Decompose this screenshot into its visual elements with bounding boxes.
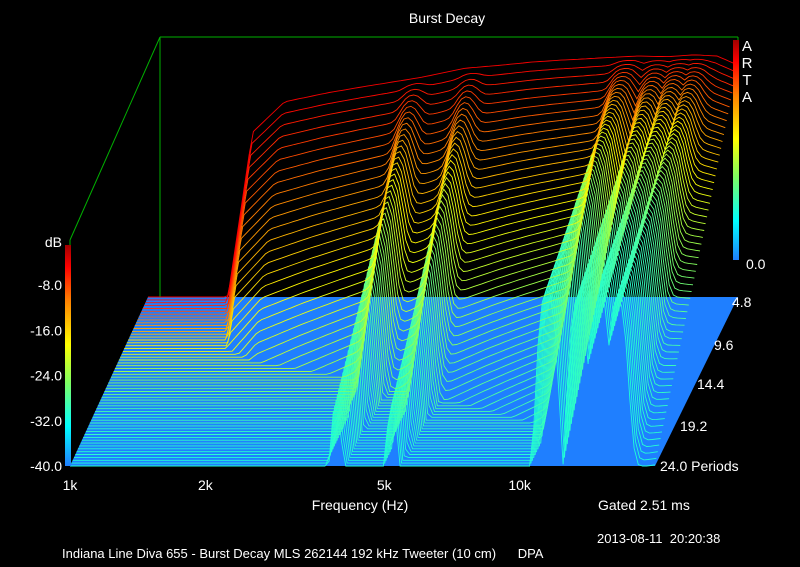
decay-slice (124, 126, 713, 350)
decay-slice (101, 193, 689, 398)
decay-slice (134, 95, 725, 327)
chart-title: Burst Decay (409, 10, 485, 26)
z-tick-label: -32.0 (30, 413, 62, 429)
x-axis-ticks: 1k 2k 5k 10k (63, 477, 532, 493)
colorbar-left (65, 245, 71, 466)
decay-slice (104, 186, 692, 392)
brand-letter: T (742, 72, 751, 89)
x-tick-label: 10k (508, 477, 532, 493)
decay-slice (87, 237, 674, 430)
decay-slice (93, 217, 681, 415)
period-tick-label: 9.6 (714, 337, 734, 353)
decay-slice (89, 229, 677, 424)
waterfall-slices (70, 54, 739, 467)
decay-slice (109, 170, 698, 381)
brand-letter: A (742, 38, 752, 55)
decay-slice (71, 284, 657, 464)
decay-slice (121, 134, 711, 355)
colorbar-right (733, 40, 739, 260)
decay-slice (80, 256, 667, 444)
brand-letter: R (742, 55, 753, 72)
brand-letter: A (742, 89, 752, 106)
decay-slice (105, 182, 694, 390)
decay-slice (112, 162, 701, 375)
decay-slice (142, 71, 733, 309)
decay-slice (97, 205, 685, 407)
decay-slice (85, 241, 672, 433)
gate-label: Gated 2.51 ms (598, 497, 690, 513)
decay-slice (75, 272, 661, 455)
decay-slice (74, 276, 660, 458)
decay-slice (103, 189, 691, 395)
footer-caption: Indiana Line Diva 655 - Burst Decay MLS … (62, 546, 544, 561)
decay-slice (108, 174, 696, 384)
z-tick-label: -8.0 (38, 277, 62, 293)
decay-slice (107, 178, 695, 387)
decay-slice (95, 213, 682, 413)
decay-slice (117, 146, 706, 364)
period-tick-label: 19.2 (680, 418, 707, 434)
decay-slice (100, 197, 688, 401)
period-tick-label: 4.8 (732, 294, 752, 310)
decay-slice (111, 166, 699, 378)
decay-slice (99, 201, 686, 404)
decay-slice (114, 154, 703, 370)
decay-slice (138, 83, 729, 318)
decay-slice (118, 142, 708, 361)
decay-slice (92, 221, 679, 418)
decay-slice (132, 102, 722, 332)
decay-slice (79, 260, 665, 447)
decay-slice (116, 150, 705, 367)
period-axis-ticks: 0.0 4.8 9.6 14.4 19.2 24.0 Periods (660, 256, 766, 474)
decay-slice (122, 130, 712, 352)
decay-slice (126, 118, 716, 344)
decay-slice (125, 122, 715, 347)
decay-slice (76, 268, 663, 453)
decay-slice (84, 245, 671, 435)
decay-slice (83, 248, 670, 438)
period-tick-label: 24.0 Periods (660, 458, 739, 474)
decay-slice (96, 209, 684, 410)
decay-slice (70, 287, 656, 467)
z-tick-label: -16.0 (30, 322, 62, 338)
x-tick-label: 5k (377, 477, 393, 493)
z-axis-ticks: -8.0 -16.0 -24.0 -32.0 -40.0 (30, 277, 62, 474)
decay-slice (140, 79, 730, 315)
z-tick-label: -40.0 (30, 458, 62, 474)
x-axis-label: Frequency (Hz) (312, 497, 408, 513)
z-axis-label: dB (45, 234, 62, 250)
decay-slice (136, 91, 726, 324)
timestamp: 2013-08-11 20:20:38 (597, 531, 720, 546)
decay-slice (88, 233, 675, 427)
decay-slice (72, 280, 658, 461)
decay-slice (91, 225, 678, 421)
decay-slice (148, 54, 739, 298)
decay-slice (113, 158, 702, 372)
decay-slice (145, 62, 736, 304)
decay-slice (128, 114, 718, 341)
period-tick-label: 14.4 (697, 376, 724, 392)
decay-slice (120, 138, 709, 358)
decay-slice (77, 264, 664, 450)
decay-slice (81, 252, 668, 441)
x-tick-label: 1k (63, 477, 79, 493)
decay-slice (146, 58, 737, 301)
z-tick-label: -24.0 (30, 368, 62, 384)
frame-left-top-diag (69, 36, 161, 241)
x-tick-label: 2k (198, 477, 214, 493)
period-tick-label: 0.0 (746, 256, 766, 272)
